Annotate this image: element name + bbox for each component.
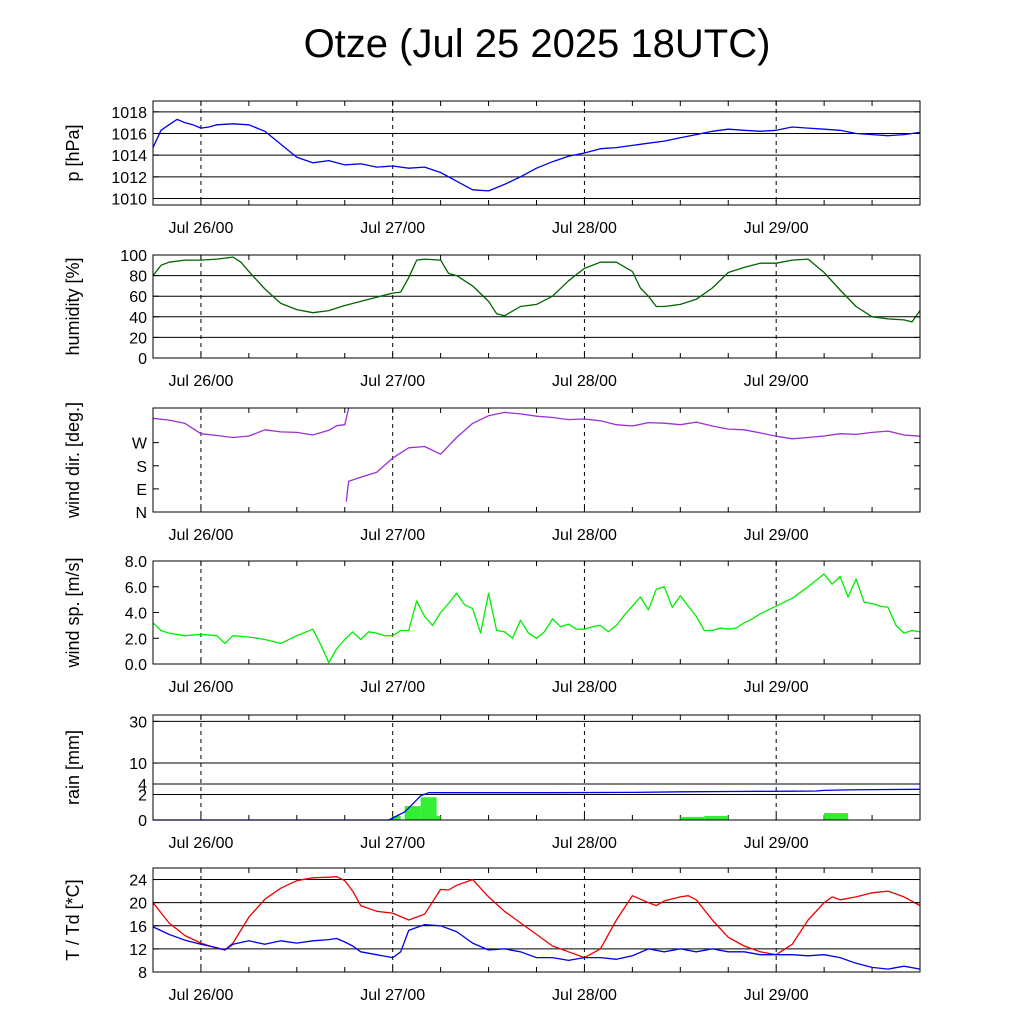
x-tick-label: Jul 28/00 [552, 373, 617, 390]
panel-pressure: 1010 1012 1014 1016 1018 Jul 26/00 Jul 27/00 Ju… [63, 100, 921, 237]
x-tick-label: Jul 27/00 [360, 835, 425, 852]
y-tick-label: 6.0 [125, 580, 147, 597]
y-axis-label-rain: rain [mm] [63, 730, 83, 805]
y-tick-label: 8 [138, 965, 147, 982]
x-tick-label: Jul 27/00 [360, 679, 425, 696]
y-axis-label-wind_dir: wind dir. [deg.] [63, 402, 83, 519]
x-tick-label: Jul 26/00 [168, 679, 233, 696]
y-axis-label-pressure: p [hPa] [63, 124, 83, 181]
y-tick-label: 1014 [111, 148, 147, 165]
y-tick-label: 1018 [111, 105, 147, 122]
series-line-temp [152, 923, 921, 970]
y-tick-label: 2.0 [125, 631, 147, 648]
x-tick-label: Jul 29/00 [744, 835, 809, 852]
y-tick-label: 20 [129, 896, 147, 913]
y-axis-label-wind_speed: wind sp. [m/s] [63, 557, 83, 668]
y-tick-label: 60 [129, 289, 147, 306]
y-tick-label: 8.0 [125, 554, 147, 571]
y-axis-label-temp: T / Td [*C] [63, 879, 83, 960]
x-tick-label: Jul 28/00 [552, 527, 617, 544]
y-tick-label: 0 [138, 351, 147, 368]
x-tick-label: Jul 28/00 [552, 220, 617, 237]
panel-wind_speed: 0.0 2.0 4.0 6.0 8.0 Jul 26/00 Jul 27/00 Jul 28/… [63, 554, 921, 696]
rain-bar [680, 816, 705, 820]
y-tick-label: 4.0 [125, 606, 147, 623]
page-title: Otze (Jul 25 2025 18UTC) [303, 22, 771, 66]
y-tick-label: 24 [129, 873, 147, 890]
x-tick-label: Jul 29/00 [744, 527, 809, 544]
y-tick-label: 30 [129, 714, 147, 731]
y-tick-label: S [136, 459, 147, 476]
series-line-wind_dir [152, 407, 350, 439]
y-tick-label: 1010 [111, 192, 147, 209]
rain-bar [392, 815, 401, 820]
plot-frame-wind_dir [152, 407, 921, 513]
y-tick-label: 20 [129, 330, 147, 347]
x-tick-label: Jul 29/00 [744, 373, 809, 390]
y-tick-label: 10 [129, 756, 147, 773]
y-tick-label: W [132, 436, 148, 453]
y-tick-label: 2 [138, 788, 147, 805]
y-tick-label: 16 [129, 919, 147, 936]
y-axis-label-humidity: humidity [%] [63, 257, 83, 355]
rain-bar [704, 815, 729, 820]
y-tick-label: E [136, 482, 147, 499]
rain-bar [824, 813, 849, 820]
x-tick-label: Jul 27/00 [360, 373, 425, 390]
series-line-temp [152, 876, 921, 959]
series-line-humidity [152, 256, 921, 323]
series-line-wind_speed [152, 573, 921, 664]
panel-rain: 0 24 10 30 Jul 26/00 Jul 27/00 Jul 28/00 Jul 29… [63, 714, 921, 852]
y-tick-label: N [135, 505, 147, 522]
x-tick-label: Jul 26/00 [168, 527, 233, 544]
x-tick-label: Jul 26/00 [168, 373, 233, 390]
y-tick-label: 0.0 [125, 657, 147, 674]
y-tick-label: 40 [129, 310, 147, 327]
y-tick-label: 4 [138, 777, 147, 794]
rain-bar [404, 806, 421, 820]
panel-humidity: 0 20 40 60 80 100 Jul 26/00 Jul 27/00 Jul 28/00 J… [63, 248, 921, 390]
series-line-rain [153, 788, 921, 821]
y-tick-label: 12 [129, 942, 147, 959]
y-tick-label: 1012 [111, 170, 147, 187]
x-tick-label: Jul 29/00 [744, 679, 809, 696]
x-tick-label: Jul 28/00 [552, 679, 617, 696]
plot-frame-wind_speed [152, 560, 921, 665]
x-tick-label: Jul 26/00 [168, 987, 233, 1004]
x-tick-label: Jul 27/00 [360, 987, 425, 1004]
x-tick-label: Jul 27/00 [360, 220, 425, 237]
x-tick-label: Jul 28/00 [552, 835, 617, 852]
x-tick-label: Jul 29/00 [744, 987, 809, 1004]
y-tick-label: 1016 [111, 127, 147, 144]
x-tick-label: Jul 26/00 [168, 220, 233, 237]
plot-frame-humidity [152, 254, 921, 359]
x-tick-label: Jul 29/00 [744, 220, 809, 237]
panel-temp: 8 12 16 20 24 Jul 26/00 Jul 27/00 Jul 28/00 Jul … [63, 867, 921, 1004]
x-tick-label: Jul 28/00 [552, 987, 617, 1004]
x-tick-label: Jul 26/00 [168, 835, 233, 852]
rain-bar [432, 815, 441, 820]
x-tick-label: Jul 27/00 [360, 527, 425, 544]
y-tick-label: 100 [120, 248, 147, 265]
plot-frame-rain [152, 714, 921, 821]
plot-frame-pressure [152, 100, 921, 206]
series-line-wind_dir [345, 411, 921, 502]
plot-frame-temp [152, 867, 921, 973]
series-line-pressure [152, 118, 921, 192]
rain-bar [420, 797, 437, 820]
y-tick-label: 80 [129, 269, 147, 286]
y-tick-label: 0 [138, 813, 147, 830]
